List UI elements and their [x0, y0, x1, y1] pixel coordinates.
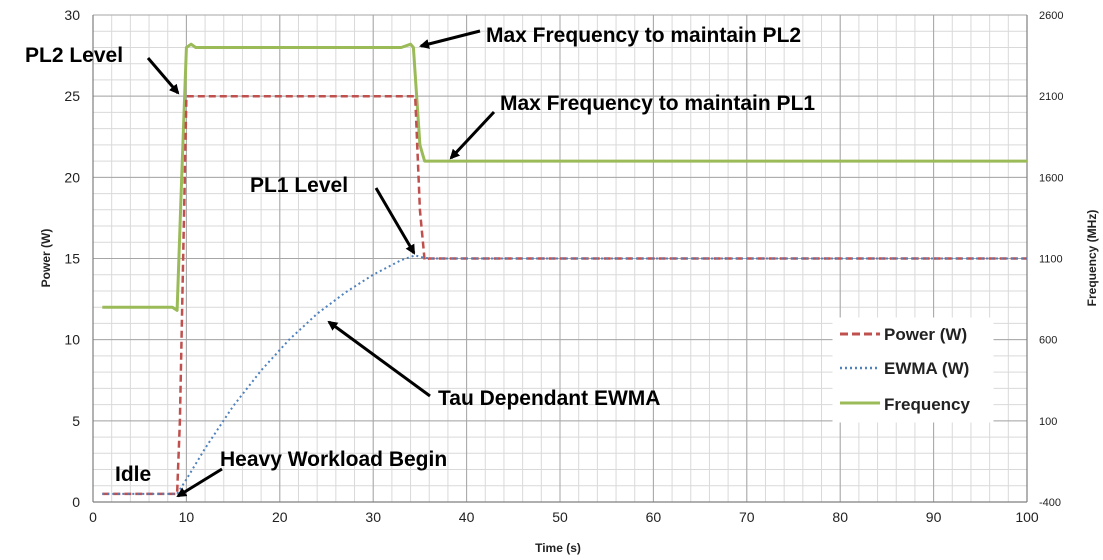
legend-label-frequency: Frequency: [884, 395, 971, 414]
y2-tick-label: -400: [1039, 497, 1061, 509]
y-tick-label: 5: [72, 413, 80, 429]
annotation-tau-ewma: Tau Dependant EWMA: [438, 387, 660, 410]
arrow-pl1-level: [374, 187, 416, 255]
y2-tick-label: 100: [1039, 416, 1057, 428]
x-tick-label: 0: [89, 509, 97, 525]
annotation-max-freq-pl2: Max Frequency to maintain PL2: [486, 24, 801, 47]
legend: Power (W) EWMA (W) Frequency: [832, 317, 994, 423]
y-tick-label: 10: [64, 332, 80, 348]
arrow-pl2-level: [146, 57, 180, 95]
series-line-power-w: [102, 94, 1027, 496]
x-axis-title: Time (s): [535, 541, 581, 555]
series-line-frequency: [102, 42, 1027, 312]
y2-tick-label: 600: [1039, 335, 1057, 347]
arrow-heavy-workload: [176, 467, 223, 498]
arrow-max-freq-pl2: [419, 29, 481, 49]
x-tick-label: 50: [552, 509, 568, 525]
x-tick-label: 30: [365, 509, 381, 525]
annotation-pl2-level: PL2 Level: [25, 44, 123, 67]
y-axis-title: Power (W): [39, 229, 53, 288]
x-tick-label: 100: [1015, 509, 1039, 525]
x-tick-label: 70: [739, 509, 755, 525]
annotation-heavy-workload: Heavy Workload Begin: [220, 448, 447, 471]
x-tick-label: 60: [646, 509, 662, 525]
y2-tick-label: 1100: [1039, 254, 1063, 266]
axes: 0 10 20 30 40 50 60 70 80 90 100051015202530-40010…: [64, 7, 1063, 525]
y-tick-label: 20: [64, 169, 80, 185]
legend-label-power: Power (W): [884, 325, 967, 344]
y2-tick-label: 2600: [1039, 10, 1063, 22]
x-tick-label: 20: [272, 509, 288, 525]
x-tick-label: 40: [459, 509, 475, 525]
y2-tick-label: 1600: [1039, 172, 1063, 184]
annotation-max-freq-pl1: Max Frequency to maintain PL1: [500, 92, 815, 115]
x-tick-label: 90: [926, 509, 942, 525]
x-tick-label: 80: [832, 509, 848, 525]
series: [102, 42, 1027, 496]
y-tick-label: 25: [64, 88, 80, 104]
annotation-pl1-level: PL1 Level: [250, 174, 348, 197]
y2-tick-label: 2100: [1039, 91, 1063, 103]
y-tick-label: 0: [72, 494, 80, 510]
arrow-tau-ewma: [327, 320, 431, 398]
legend-label-ewma: EWMA (W): [884, 359, 969, 378]
y2-axis-title: Frequency (MHz): [1085, 210, 1099, 307]
y-tick-label: 30: [64, 7, 80, 23]
arrow-max-freq-pl1: [449, 110, 496, 160]
x-tick-label: 10: [179, 509, 195, 525]
y-tick-label: 15: [64, 251, 80, 267]
annotation-idle: Idle: [115, 463, 151, 486]
annotations: PL2 Level Max Frequency to maintain PL2 …: [25, 24, 815, 498]
